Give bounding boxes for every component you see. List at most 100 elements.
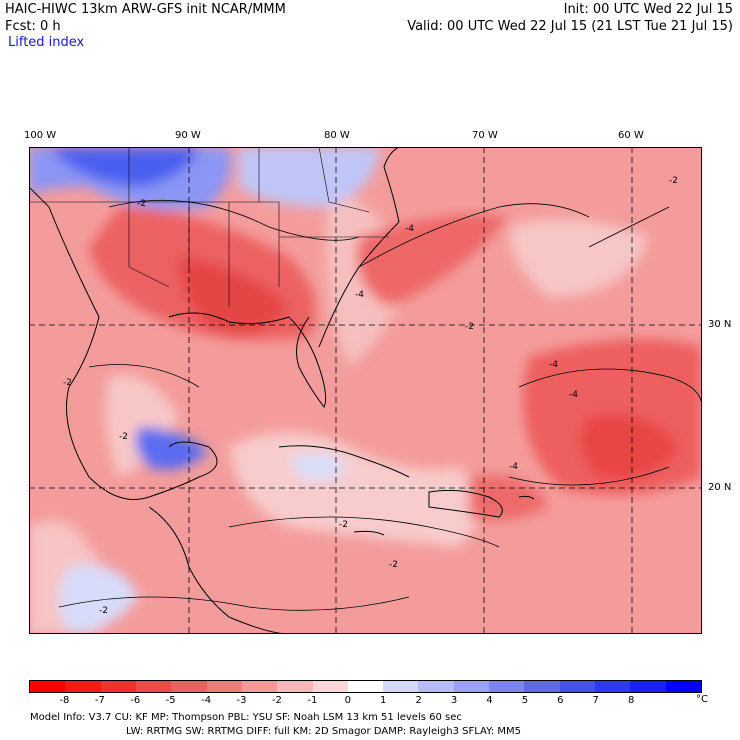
contour-label: -4 — [355, 290, 364, 300]
coastline-cuba — [278, 445, 410, 478]
contour-line-7 — [58, 596, 410, 611]
coastline-hispaniola — [428, 489, 503, 518]
color-scale-segment — [100, 681, 136, 692]
color-scale-label: -4 — [201, 695, 212, 706]
color-scale-segment — [524, 681, 560, 692]
border-segment-3 — [189, 201, 280, 287]
color-scale-segment — [241, 681, 278, 692]
contour-label: -2 — [465, 322, 474, 332]
color-scale-segment — [277, 681, 313, 692]
lon-label-100w: 100 W — [24, 130, 57, 141]
color-scale-label: -3 — [236, 695, 247, 706]
color-scale-segment — [489, 681, 525, 692]
color-scale-segment — [171, 681, 207, 692]
color-scale-label: 8 — [627, 695, 635, 706]
border-segment-2 — [128, 147, 170, 288]
coastline-puerto-rico — [518, 495, 535, 500]
border-segment-7 — [318, 147, 370, 213]
color-scale-segment — [630, 681, 666, 692]
color-scale-label: 0 — [344, 695, 351, 706]
contours — [58, 199, 702, 611]
init-time: Init: 00 UTC Wed 22 Jul 15 — [563, 2, 733, 17]
lifted-index-map: -2 -4 -4 -2 -4 -4 -4 -2 -2 -2 -2 -2 -2 — [29, 147, 702, 634]
color-scale-label: -7 — [94, 695, 105, 706]
color-scale-segment — [206, 681, 242, 692]
color-scale-segment — [559, 681, 595, 692]
color-scale-segment — [418, 681, 454, 692]
coastlines — [29, 147, 535, 634]
lon-label-80w: 80 W — [324, 130, 350, 141]
graticule — [29, 147, 702, 634]
blue-zone-yucatan — [135, 427, 209, 470]
contour-label: -2 — [389, 560, 398, 570]
coastline-mexico-texas — [29, 186, 218, 500]
contour-label: -2 — [137, 199, 146, 209]
lon-label-70w: 70 W — [472, 130, 498, 141]
light-blue-zone-cuba — [289, 453, 349, 481]
color-scale-label: 2 — [415, 695, 422, 706]
contour-label: -4 — [569, 390, 578, 400]
contour-line-2 — [358, 203, 590, 268]
color-scale-label: -5 — [165, 695, 176, 706]
contour-line-1 — [108, 199, 360, 241]
contour-label: -2 — [669, 176, 678, 186]
valid-time: Valid: 00 UTC Wed 22 Jul 15 (21 LST Tue … — [407, 19, 733, 34]
pale-zone-gulf-west — [105, 375, 179, 477]
model-info-line-1: Model Info: V3.7 CU: KF MP: Thompson PBL… — [30, 712, 462, 723]
light-blue-zone-pacific — [59, 565, 139, 634]
color-scale-segment — [453, 681, 490, 692]
lat-label-30n: 30 N — [708, 319, 732, 330]
contour-line-8 — [588, 206, 670, 248]
contour-label: -4 — [549, 360, 558, 370]
lat-label-20n: 20 N — [708, 482, 732, 493]
map-frame — [29, 147, 702, 634]
color-scale-label: -6 — [130, 695, 141, 706]
forecast-hour: Fcst: 0 h — [5, 19, 61, 34]
color-scale-label: 5 — [521, 695, 529, 706]
contour-label: -2 — [99, 606, 108, 616]
deep-blue-zone-central-us — [49, 147, 199, 187]
color-scale-label: 3 — [450, 695, 458, 706]
red-zone-hispaniola — [469, 475, 549, 521]
field-name: Lifted index — [8, 35, 85, 50]
color-scale-unit: °C — [696, 694, 708, 705]
color-scale-label: 4 — [486, 695, 493, 706]
deep-red-zone-atlantic — [581, 415, 679, 479]
header-title: HAIC-HIWC 13km ARW-GFS init NCAR/MMM — [5, 2, 286, 17]
lon-label-60w: 60 W — [618, 130, 644, 141]
color-scale-bar — [29, 680, 702, 693]
lon-label-90w: 90 W — [175, 130, 201, 141]
contour-line-3 — [518, 368, 702, 408]
coastline-jamaica — [353, 530, 385, 536]
color-scale-segment — [30, 681, 66, 692]
color-scale-label: -8 — [59, 695, 70, 706]
color-scale-segment — [65, 681, 101, 692]
contour-label: -2 — [119, 432, 128, 442]
contour-label: -2 — [339, 520, 348, 530]
color-scale-labels: -8 -7 -6 -5 -4 -3 -2 -1 0 1 2 3 4 5 6 7 8 — [29, 695, 702, 707]
contour-line-4 — [508, 466, 670, 486]
coastline-central-america — [148, 506, 290, 634]
color-scale-label: -1 — [307, 695, 318, 706]
pale-zone-atlantic-north — [509, 219, 649, 297]
color-scale-segment — [383, 681, 419, 692]
contour-line-5 — [88, 364, 200, 388]
contour-label: -2 — [63, 378, 72, 388]
color-scale-label: 6 — [557, 695, 564, 706]
color-scale-segment — [665, 681, 701, 692]
color-scale-label: 1 — [380, 695, 387, 706]
light-blue-zone-appalachia — [239, 147, 379, 207]
color-scale-segment — [347, 681, 384, 692]
contour-line-6 — [228, 516, 500, 548]
coastline-gulf-florida — [168, 312, 327, 408]
contour-label: -4 — [509, 462, 518, 472]
color-scale-segment — [312, 681, 348, 692]
contour-label: -4 — [405, 224, 414, 234]
model-info-line-2: LW: RRTMG SW: RRTMG DIFF: full KM: 2D Sm… — [126, 726, 522, 737]
color-scale-segment — [135, 681, 172, 692]
red-zone-carolina-offshore — [357, 214, 509, 307]
color-scale-segment — [595, 681, 631, 692]
contour-label-group: -2 -4 -4 -2 -4 -4 -4 -2 -2 -2 -2 -2 -2 — [63, 176, 678, 616]
color-scale-label: -2 — [271, 695, 282, 706]
coastline-atlantic-us — [318, 147, 400, 348]
